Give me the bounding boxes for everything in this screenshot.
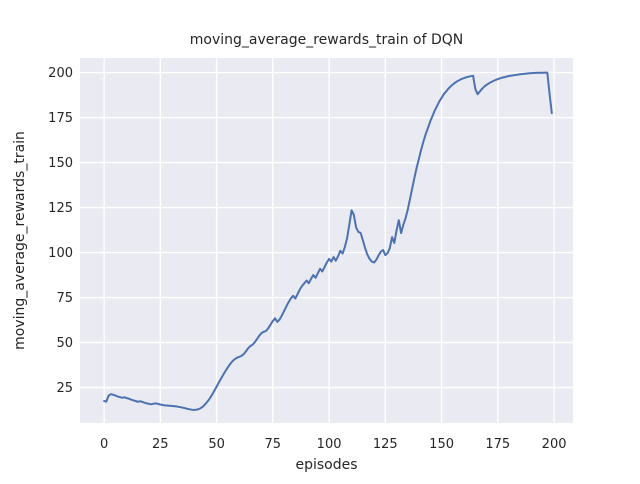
x-tick-label: 150: [429, 437, 454, 452]
x-axis-label: episodes: [295, 457, 357, 473]
x-tick-label: 100: [317, 437, 342, 452]
y-axis-label: moving_average_rewards_train: [12, 131, 28, 350]
reward-curve: [103, 71, 553, 411]
x-tick-label: 75: [265, 437, 282, 452]
y-tick-label: 200: [48, 66, 73, 81]
chart-title: moving_average_rewards_train of DQN: [190, 32, 464, 48]
y-tick-label: 100: [48, 246, 73, 261]
x-tick-label: 125: [373, 437, 398, 452]
plot-area: [80, 58, 573, 423]
x-tick-labels: 0 25 50 75 100 125 150 175 200: [100, 437, 567, 452]
x-tick-label: 50: [208, 437, 225, 452]
data-series: [103, 71, 553, 411]
gridlines: [80, 58, 573, 423]
y-tick-label: 25: [56, 381, 73, 396]
y-tick-label: 150: [48, 156, 73, 171]
y-tick-label: 125: [48, 201, 73, 216]
y-tick-label: 50: [56, 336, 73, 351]
x-tick-label: 200: [542, 437, 567, 452]
y-tick-labels: 25 50 75 100 125 150 175 200: [48, 66, 73, 396]
x-tick-label: 0: [100, 437, 108, 452]
x-tick-label: 25: [152, 437, 169, 452]
x-tick-label: 175: [485, 437, 510, 452]
y-tick-label: 75: [56, 291, 73, 306]
y-tick-label: 175: [48, 111, 73, 126]
